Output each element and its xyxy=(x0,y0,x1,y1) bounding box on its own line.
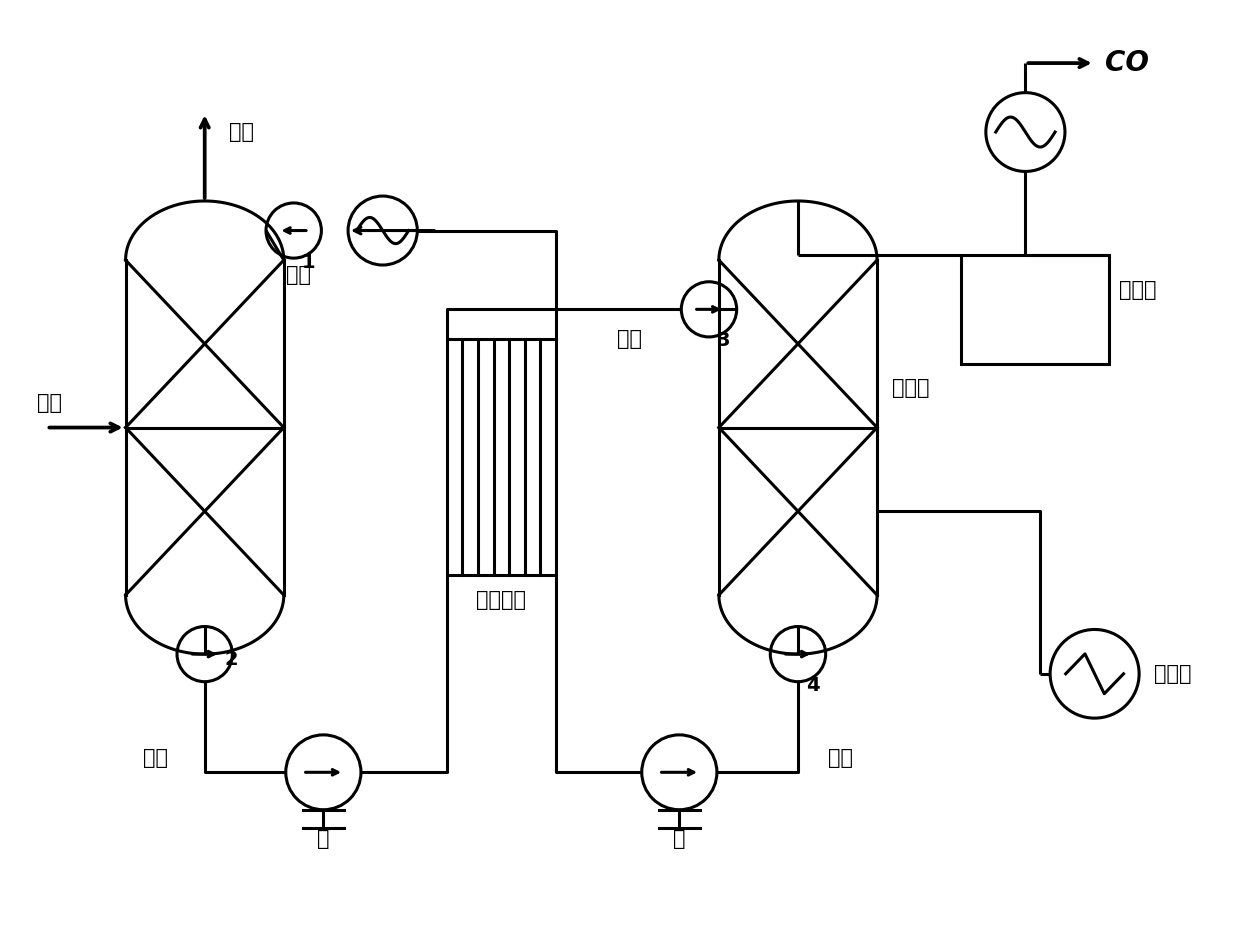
Text: 烟气: 烟气 xyxy=(37,393,62,413)
Text: 热交换器: 热交换器 xyxy=(476,590,526,610)
Text: 4: 4 xyxy=(806,676,820,695)
Text: 再汸器: 再汸器 xyxy=(1154,664,1192,684)
Text: 排气: 排气 xyxy=(229,122,254,142)
Text: CO: CO xyxy=(1105,49,1148,77)
Text: 解吸器: 解吸器 xyxy=(892,378,930,398)
Bar xyxy=(961,255,1110,363)
Text: 贫液: 贫液 xyxy=(286,265,311,285)
Text: 富液: 富液 xyxy=(618,329,642,349)
Bar xyxy=(446,339,556,576)
Text: 3: 3 xyxy=(717,331,730,350)
Text: 泵: 泵 xyxy=(317,830,330,849)
Text: 1: 1 xyxy=(301,252,315,272)
Text: 贫液: 贫液 xyxy=(827,747,853,768)
Text: 冷凝器: 冷凝器 xyxy=(1120,280,1157,299)
Text: 富液: 富液 xyxy=(143,747,167,768)
Text: 2: 2 xyxy=(224,650,238,668)
Text: 泵: 泵 xyxy=(673,830,686,849)
